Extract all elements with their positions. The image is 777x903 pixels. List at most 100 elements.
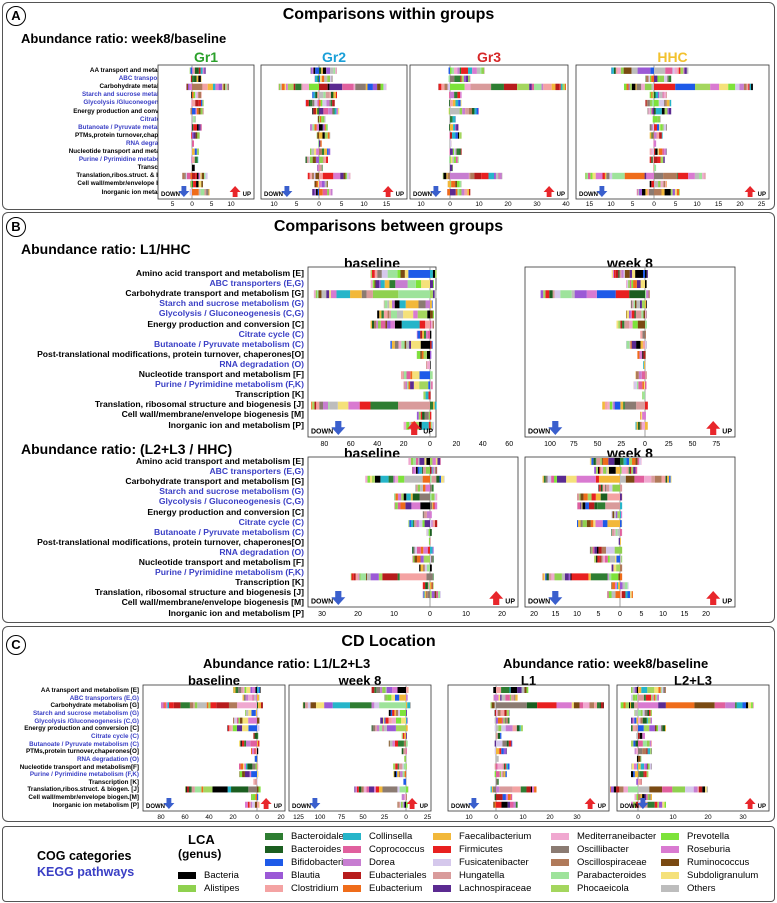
bar-segment: [626, 280, 627, 289]
bar-segment: [646, 717, 648, 724]
bar-segment: [245, 709, 246, 716]
category-label: Translation,ribos.struct. & biogen. [J]: [27, 786, 139, 794]
bar-segment: [428, 537, 430, 545]
bar-segment: [404, 755, 406, 762]
category-label: ABC transporters (E,G): [118, 75, 188, 83]
bar-segment: [631, 771, 634, 778]
bar-segment: [597, 702, 600, 709]
bar-segment: [400, 709, 406, 716]
bar-segment: [646, 771, 649, 778]
bar-segment: [434, 493, 437, 501]
bar-segment: [654, 475, 662, 483]
bar-segment: [222, 83, 224, 91]
bar-segment: [611, 591, 616, 599]
bar-segment: [194, 702, 198, 709]
bar-segment: [452, 156, 455, 163]
bar-segment: [186, 83, 188, 91]
bar-segment: [231, 725, 233, 732]
bar-segment: [577, 520, 579, 528]
bar-segment: [631, 687, 633, 693]
bar-segment: [354, 786, 356, 793]
bar-segment: [511, 694, 515, 701]
bar-segment: [619, 786, 624, 793]
bar-segment: [361, 290, 367, 299]
tick-label: 0: [404, 814, 408, 821]
bar-segment: [397, 270, 401, 278]
legend-label: Bacteria: [204, 870, 239, 881]
bar-segment: [239, 717, 243, 724]
bar-segment: [186, 786, 190, 793]
legend-item: Clostridium: [265, 883, 339, 894]
bar-segment: [748, 83, 750, 91]
bar-segment: [304, 702, 308, 709]
bar-segment: [613, 67, 616, 74]
legend-label: Coprococcus: [369, 844, 425, 855]
bar-segment: [314, 75, 318, 82]
bar-segment: [384, 694, 386, 701]
bar-segment: [405, 381, 408, 390]
legend-item: Parabacteroides: [551, 870, 646, 881]
bar-segment: [430, 582, 432, 590]
category-label: AA transport and metabolism [E]: [89, 67, 188, 74]
bar-segment: [554, 475, 557, 483]
bar-segment: [648, 108, 650, 115]
bar-segment: [616, 582, 619, 590]
tick-label: 10: [462, 611, 470, 618]
bar-segment: [201, 91, 202, 99]
bar-segment: [496, 801, 502, 808]
bar-segment: [430, 300, 432, 309]
bar-segment: [417, 351, 421, 359]
up-label: UP: [274, 804, 282, 810]
bar-segment: [513, 801, 516, 808]
legend-label: Collinsella: [369, 831, 413, 842]
bar-segment: [372, 280, 375, 289]
bar-segment: [645, 340, 647, 349]
bar-segment: [644, 475, 652, 483]
bar-segment: [586, 520, 591, 528]
legend-lca-title: LCA: [188, 832, 215, 847]
bar-segment: [609, 555, 615, 563]
bar-segment: [390, 340, 392, 349]
bar-segment: [424, 520, 430, 528]
bar-segment: [358, 573, 360, 581]
bar-segment: [321, 75, 325, 82]
bar-segment: [436, 493, 438, 501]
legend-item: Blautia: [265, 870, 320, 881]
bar-segment: [315, 172, 319, 180]
bar-segment: [198, 99, 202, 107]
bar-segment: [387, 694, 392, 701]
bar-segment: [349, 172, 351, 180]
bar-segment: [182, 172, 185, 180]
bar-segment: [241, 687, 243, 693]
bar-segment: [686, 67, 689, 74]
up-label: UP: [758, 192, 766, 198]
bar-segment: [244, 687, 247, 693]
bar-segment: [343, 172, 346, 180]
bar-segment: [419, 381, 429, 390]
bar-segment: [545, 573, 547, 581]
bar-segment: [559, 83, 561, 91]
bar-segment: [702, 172, 705, 180]
tick-label: 15: [681, 611, 689, 618]
bar-segment: [646, 300, 647, 309]
bar-segment: [417, 330, 421, 339]
bar-segment: [562, 83, 565, 91]
bar-segment: [173, 702, 181, 709]
bar-segment: [499, 748, 502, 755]
bar-segment: [200, 172, 202, 180]
bar-segment: [428, 381, 430, 390]
bar-segment: [663, 172, 677, 180]
bar-segment: [450, 172, 469, 180]
bar-segment: [542, 573, 544, 581]
bar-segment: [663, 124, 667, 131]
bar-segment: [371, 270, 375, 278]
bar-segment: [645, 351, 646, 359]
bar-segment: [243, 763, 245, 770]
bar-segment: [326, 156, 328, 163]
bar-segment: [615, 270, 619, 278]
bar-segment: [322, 189, 328, 196]
bar-segment: [517, 687, 522, 693]
bar-segment: [455, 189, 458, 196]
bar-segment: [607, 401, 610, 410]
bar-segment: [196, 148, 200, 155]
